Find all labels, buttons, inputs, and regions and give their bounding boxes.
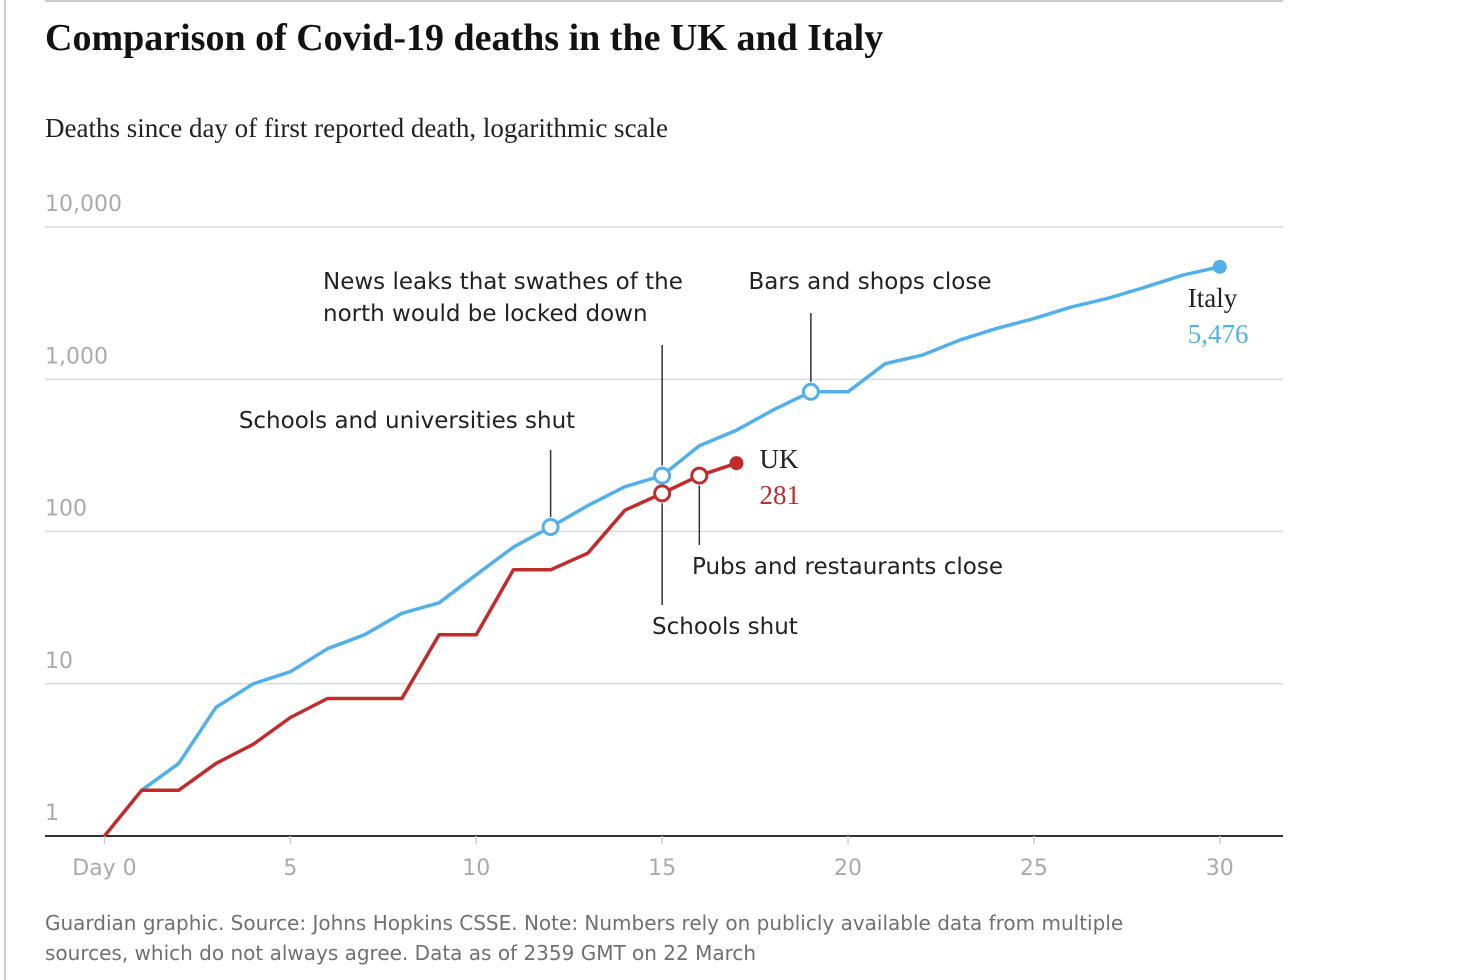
annotation-marker	[801, 382, 820, 401]
series-name: Italy	[1188, 283, 1238, 313]
chart-subtitle: Deaths since day of first reported death…	[45, 113, 668, 143]
annotation-marker	[541, 518, 560, 537]
annotation-text: Pubs and restaurants close	[692, 554, 1003, 580]
annotation-marker	[690, 466, 709, 485]
x-tick-label: 20	[834, 856, 862, 881]
x-tick-label: 15	[648, 856, 676, 881]
series-line	[103, 461, 738, 838]
x-tick-label: 5	[283, 856, 297, 881]
footnote: sources, which do not always agree. Data…	[45, 941, 756, 965]
x-tick-label: 10	[462, 856, 490, 881]
annotation-text: north would be locked down	[323, 301, 648, 327]
y-tick-label: 1,000	[45, 344, 108, 369]
footnote: Guardian graphic. Source: Johns Hopkins …	[45, 911, 1123, 935]
x-tick-label: 30	[1206, 856, 1234, 881]
annotation-text: News leaks that swathes of the	[323, 269, 683, 295]
annotation-marker	[653, 484, 672, 503]
annotation-text: Bars and shops close	[749, 269, 992, 295]
series-line	[140, 265, 1221, 792]
annotation-text: Schools shut	[652, 614, 798, 640]
y-tick-label: 100	[45, 497, 87, 522]
y-tick-label: 10,000	[45, 192, 122, 217]
end-point	[729, 456, 744, 471]
x-tick-label: 25	[1020, 856, 1048, 881]
end-value-label: 5,476	[1188, 319, 1249, 349]
chart-title: Comparison of Covid-19 deaths in the UK …	[45, 17, 883, 59]
series-name: UK	[759, 444, 798, 474]
y-tick-label: 10	[45, 649, 73, 674]
end-point	[1212, 259, 1227, 274]
annotation-marker	[653, 466, 672, 485]
end-value-label: 281	[759, 480, 800, 510]
y-tick-label: 1	[45, 801, 59, 826]
x-tick-label: Day 0	[72, 856, 136, 881]
annotation-text: Schools and universities shut	[239, 408, 575, 434]
